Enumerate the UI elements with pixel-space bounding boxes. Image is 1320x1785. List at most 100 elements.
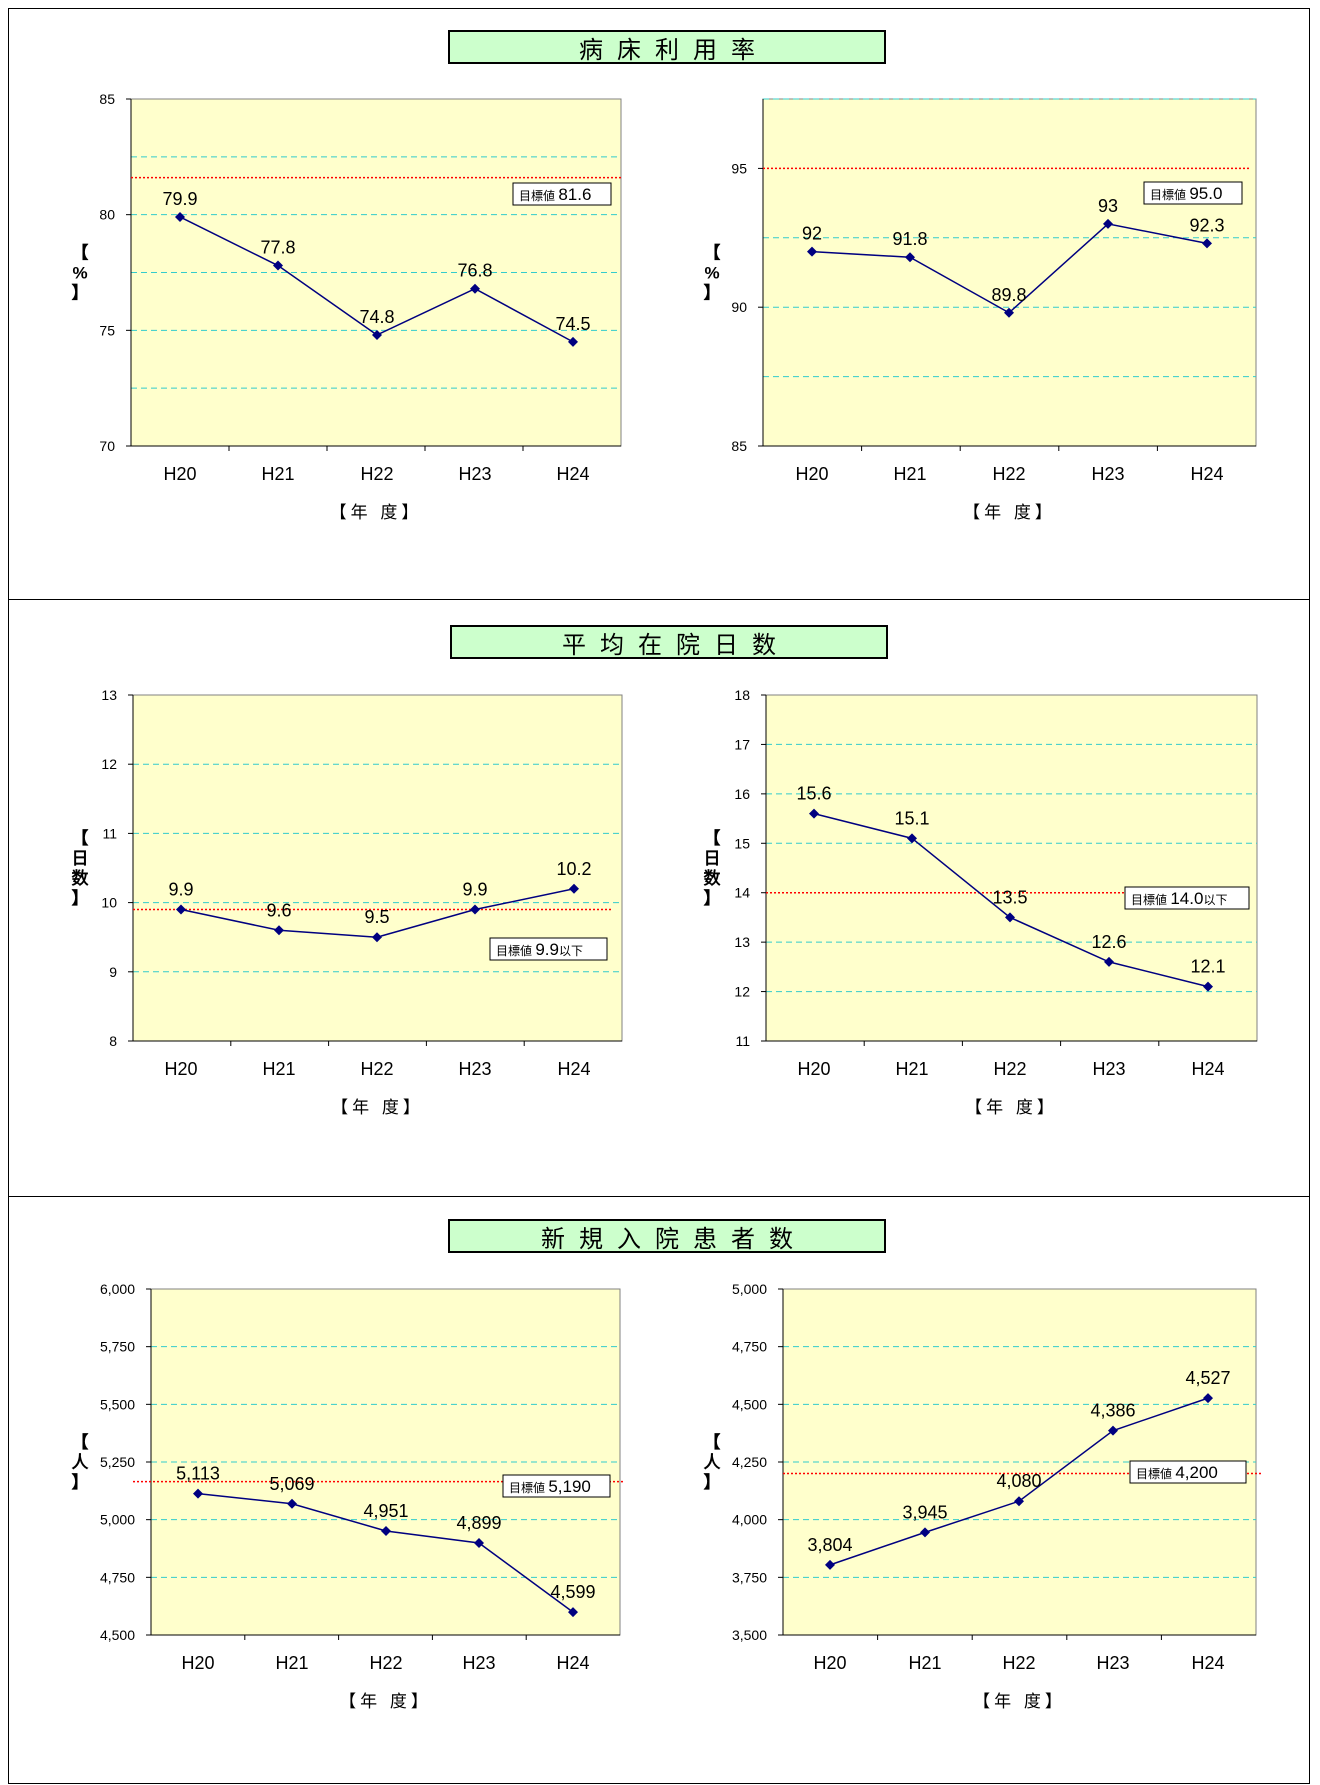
y-axis-label: 【人】 xyxy=(704,1432,722,1492)
y-tick-label: 5,500 xyxy=(100,1396,135,1412)
target-label-box xyxy=(1124,886,1250,910)
x-tick-label: H21 xyxy=(262,1059,295,1079)
y-tick-label: 75 xyxy=(99,322,115,338)
x-tick-label: H24 xyxy=(1191,1653,1224,1673)
x-tick-label: H20 xyxy=(164,1059,197,1079)
y-tick-label: 4,750 xyxy=(732,1339,767,1355)
data-point xyxy=(920,1527,930,1538)
target-label-box xyxy=(512,182,612,206)
data-label: 93 xyxy=(1098,196,1118,216)
data-point xyxy=(175,211,185,222)
data-label: 12.6 xyxy=(1091,932,1126,952)
x-tick-label: H21 xyxy=(893,464,926,484)
y-tick-label: 4,250 xyxy=(732,1454,767,1470)
x-tick-label: H20 xyxy=(163,464,196,484)
section-divider xyxy=(8,599,1310,600)
target-label: 目標値 81.6 xyxy=(519,185,591,204)
data-label: 9.6 xyxy=(266,900,291,920)
data-label: 4,386 xyxy=(1090,1401,1135,1421)
x-tick-label: H24 xyxy=(556,1653,589,1673)
y-tick-label: 18 xyxy=(734,687,750,703)
data-label: 4,080 xyxy=(996,1471,1041,1491)
y-tick-label: 10 xyxy=(101,895,117,911)
y-tick-label: 4,500 xyxy=(732,1396,767,1412)
y-tick-label: 8 xyxy=(109,1033,117,1049)
x-tick-label: H23 xyxy=(1096,1653,1129,1673)
y-tick-label: 3,500 xyxy=(732,1627,767,1643)
data-label: 5,069 xyxy=(269,1474,314,1494)
y-tick-label: 11 xyxy=(735,1033,750,1049)
y-tick-label: 15 xyxy=(734,835,750,851)
data-point xyxy=(825,1559,835,1570)
data-label: 15.1 xyxy=(894,808,929,828)
data-point xyxy=(273,260,283,271)
x-tick-label: H21 xyxy=(895,1059,928,1079)
x-axis-label: 【年 度】 xyxy=(339,1692,432,1711)
data-label: 79.9 xyxy=(162,189,197,209)
x-tick-label: H22 xyxy=(369,1653,402,1673)
data-label: 4,899 xyxy=(456,1513,501,1533)
x-tick-label: H23 xyxy=(1091,464,1124,484)
target-label-box xyxy=(489,937,608,961)
data-point xyxy=(1103,218,1113,229)
data-point xyxy=(287,1498,297,1509)
target-label: 目標値 14.0以下 xyxy=(1131,889,1227,908)
x-axis-label: 【年 度】 xyxy=(973,1692,1066,1711)
x-tick-label: H24 xyxy=(556,464,589,484)
x-tick-label: H24 xyxy=(1190,464,1223,484)
data-point xyxy=(568,1607,578,1618)
x-tick-label: H20 xyxy=(797,1059,830,1079)
data-label: 10.2 xyxy=(556,859,591,879)
x-tick-label: H21 xyxy=(275,1653,308,1673)
y-tick-label: 13 xyxy=(734,934,750,950)
target-label: 目標値 4,200 xyxy=(1136,1463,1218,1482)
data-point xyxy=(1005,912,1015,923)
x-tick-label: H21 xyxy=(261,464,294,484)
y-tick-label: 70 xyxy=(99,438,115,454)
x-tick-label: H22 xyxy=(360,464,393,484)
data-point xyxy=(907,833,917,844)
data-point xyxy=(1202,238,1212,249)
data-point xyxy=(470,283,480,294)
y-axis-label: 【日数】 xyxy=(704,828,722,908)
data-label: 3,945 xyxy=(902,1502,947,1522)
y-tick-label: 12 xyxy=(734,984,750,1000)
data-label: 74.5 xyxy=(555,314,590,334)
data-label: 76.8 xyxy=(457,261,492,281)
y-tick-label: 85 xyxy=(99,91,115,107)
section-divider xyxy=(8,1196,1310,1197)
y-tick-label: 16 xyxy=(734,786,750,802)
y-tick-label: 95 xyxy=(731,160,747,176)
x-tick-label: H20 xyxy=(813,1653,846,1673)
data-point xyxy=(807,246,817,257)
data-label: 4,527 xyxy=(1185,1368,1230,1388)
data-point xyxy=(905,252,915,263)
data-label: 4,599 xyxy=(550,1582,595,1602)
data-label: 9.9 xyxy=(168,880,193,900)
target-label-box xyxy=(1143,181,1243,205)
x-tick-label: H23 xyxy=(458,464,491,484)
page-frame xyxy=(8,8,1310,1784)
x-axis-label: 【年 度】 xyxy=(331,1098,424,1117)
data-point xyxy=(568,336,578,347)
x-tick-label: H22 xyxy=(992,464,1025,484)
data-label: 91.8 xyxy=(892,229,927,249)
data-label: 13.5 xyxy=(992,887,1027,907)
x-tick-label: H24 xyxy=(557,1059,590,1079)
section-title-new-admissions: 新規入院患者数 xyxy=(448,1219,886,1253)
y-tick-label: 4,500 xyxy=(100,1627,135,1643)
y-tick-label: 5,250 xyxy=(100,1454,135,1470)
y-tick-label: 5,750 xyxy=(100,1339,135,1355)
x-tick-label: H22 xyxy=(360,1059,393,1079)
x-tick-label: H23 xyxy=(1092,1059,1125,1079)
section-title-average-stay: 平均在院日数 xyxy=(450,625,888,659)
y-tick-label: 9 xyxy=(109,964,117,980)
plot-area xyxy=(762,98,1257,447)
x-tick-label: H22 xyxy=(993,1059,1026,1079)
data-point xyxy=(1203,981,1213,992)
data-point xyxy=(809,808,819,819)
data-point xyxy=(372,329,382,340)
plot-area xyxy=(765,694,1258,1042)
y-tick-label: 5,000 xyxy=(100,1512,135,1528)
data-label: 92 xyxy=(802,224,822,244)
